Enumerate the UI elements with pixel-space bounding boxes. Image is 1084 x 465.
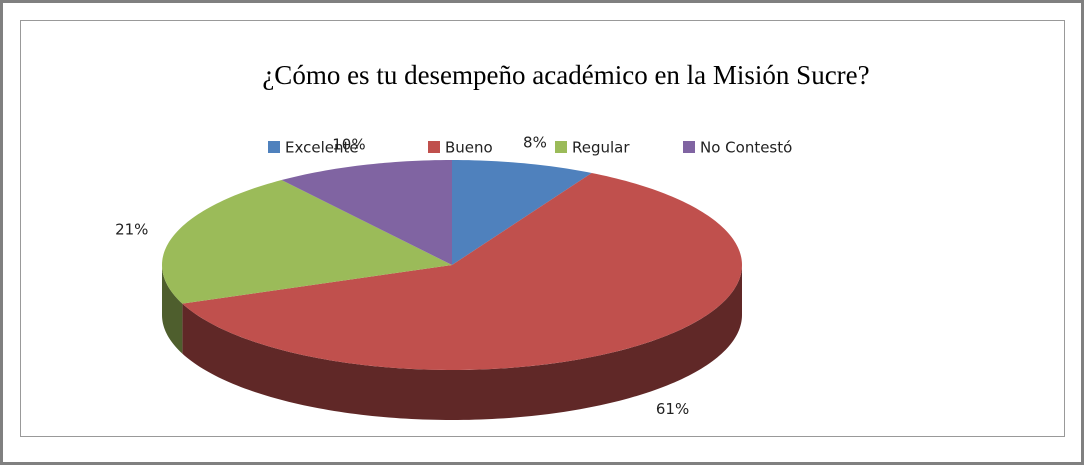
legend-swatch	[683, 141, 695, 153]
legend-label: No Contestó	[700, 139, 792, 157]
legend-swatch	[428, 141, 440, 153]
legend-swatch	[555, 141, 567, 153]
slice-side	[182, 265, 743, 420]
slice	[182, 172, 742, 370]
slice-side	[162, 265, 183, 354]
data-label: 8%	[523, 133, 547, 151]
slice	[452, 160, 592, 265]
chart-title: ¿Cómo es tu desempeño académico en la Mi…	[262, 60, 869, 90]
data-label: 21%	[115, 220, 148, 238]
legend-label: Bueno	[445, 139, 493, 157]
slice	[281, 160, 452, 265]
legend-label: Excelente	[285, 139, 359, 157]
slice	[162, 180, 452, 304]
data-label: 61%	[656, 400, 689, 418]
chart-frame	[20, 20, 1065, 437]
legend-label: Regular	[572, 139, 630, 157]
data-label: 10%	[332, 136, 365, 154]
legend-swatch	[268, 141, 280, 153]
